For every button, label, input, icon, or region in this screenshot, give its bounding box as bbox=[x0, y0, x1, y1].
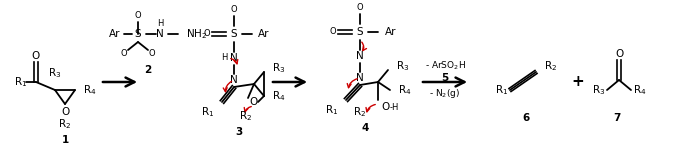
Text: R$_4$: R$_4$ bbox=[398, 83, 412, 97]
Text: R$_3$: R$_3$ bbox=[272, 61, 286, 75]
Text: O: O bbox=[148, 50, 155, 59]
Text: 6: 6 bbox=[522, 113, 530, 123]
Text: O: O bbox=[615, 49, 623, 59]
Text: O: O bbox=[357, 3, 363, 12]
Text: O: O bbox=[61, 107, 69, 117]
Text: O: O bbox=[250, 97, 258, 107]
Text: N: N bbox=[230, 75, 238, 85]
Text: - ArSO$_2$H: - ArSO$_2$H bbox=[424, 60, 466, 72]
Text: S: S bbox=[231, 29, 237, 39]
Text: 5: 5 bbox=[442, 73, 449, 83]
Text: O: O bbox=[32, 51, 40, 61]
Text: Ar: Ar bbox=[108, 29, 120, 39]
Text: -H: -H bbox=[389, 102, 399, 112]
Text: R$_2$: R$_2$ bbox=[239, 109, 253, 123]
Text: H: H bbox=[220, 54, 228, 62]
Text: O: O bbox=[231, 5, 237, 14]
Text: R$_1$: R$_1$ bbox=[495, 83, 508, 97]
Text: Ar: Ar bbox=[258, 29, 270, 39]
Text: - N$_2$(g): - N$_2$(g) bbox=[429, 88, 461, 100]
Text: 7: 7 bbox=[613, 113, 621, 123]
Text: H: H bbox=[157, 19, 163, 29]
Text: R$_4$: R$_4$ bbox=[272, 89, 286, 103]
Text: O: O bbox=[382, 102, 390, 112]
Text: R$_4$: R$_4$ bbox=[83, 83, 97, 97]
Text: R$_1$: R$_1$ bbox=[325, 103, 338, 117]
Text: O: O bbox=[134, 12, 141, 21]
Text: O: O bbox=[120, 50, 127, 59]
Text: N: N bbox=[356, 51, 364, 61]
Text: R$_1$: R$_1$ bbox=[14, 75, 27, 89]
Text: N: N bbox=[156, 29, 164, 39]
Text: R$_2$: R$_2$ bbox=[58, 117, 71, 131]
Text: R$_4$: R$_4$ bbox=[633, 83, 647, 97]
Text: O: O bbox=[204, 29, 210, 38]
Text: 3: 3 bbox=[235, 127, 243, 137]
Text: S: S bbox=[134, 29, 141, 39]
Text: N: N bbox=[356, 73, 364, 83]
Text: R$_3$: R$_3$ bbox=[396, 59, 410, 73]
Text: R$_2$: R$_2$ bbox=[354, 105, 367, 119]
Text: O: O bbox=[330, 28, 336, 36]
Text: Ar: Ar bbox=[385, 27, 396, 37]
Text: N: N bbox=[230, 53, 238, 63]
Text: R$_2$: R$_2$ bbox=[544, 59, 557, 73]
Text: R$_1$: R$_1$ bbox=[201, 105, 214, 119]
Text: +: + bbox=[572, 74, 584, 90]
Text: NH$_2$: NH$_2$ bbox=[186, 27, 207, 41]
Text: 2: 2 bbox=[144, 65, 152, 75]
Text: 1: 1 bbox=[62, 135, 69, 145]
Text: R$_3$: R$_3$ bbox=[592, 83, 605, 97]
Text: S: S bbox=[357, 27, 363, 37]
Text: R$_3$: R$_3$ bbox=[48, 66, 62, 80]
Text: 4: 4 bbox=[361, 123, 369, 133]
